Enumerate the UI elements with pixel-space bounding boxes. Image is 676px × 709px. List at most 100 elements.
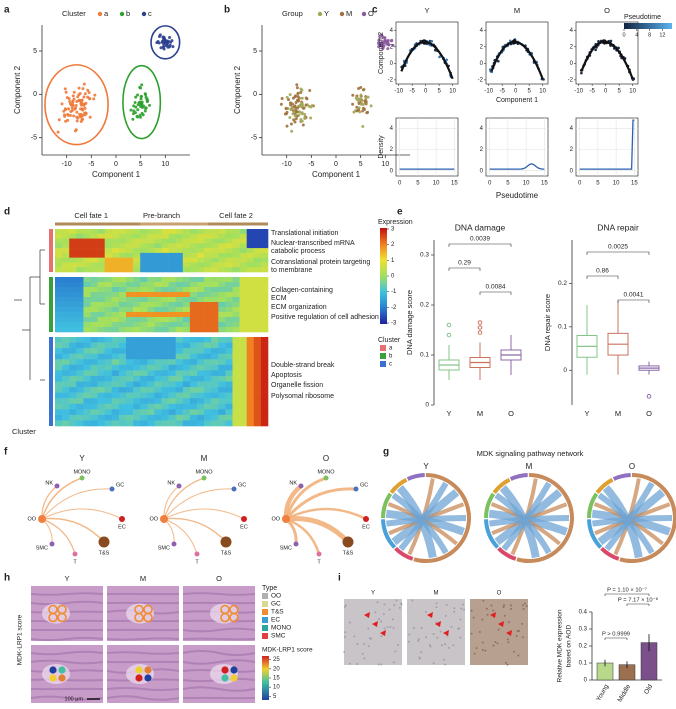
heatmap-cell	[76, 409, 84, 416]
heatmap-cell	[175, 327, 184, 333]
heatmap-cell	[232, 287, 240, 293]
heatmap-cell	[182, 252, 191, 258]
heatmap-cell	[118, 353, 127, 360]
heatmap-cell	[260, 252, 269, 258]
heatmap-cell	[246, 307, 255, 313]
heatmap-cell	[111, 243, 120, 249]
heatmap-cell	[253, 364, 262, 371]
ihc-texture	[494, 640, 497, 643]
heatmap-cell	[182, 233, 191, 239]
node-label: EC	[118, 524, 126, 530]
heatmap-cell	[182, 370, 191, 377]
heatmap-cell	[189, 322, 198, 328]
network-edge	[41, 517, 105, 543]
heatmap-cell	[204, 257, 212, 263]
heatmap-cell	[126, 243, 134, 249]
cell-point	[147, 103, 151, 107]
heatmap-cell	[133, 312, 141, 318]
arrow	[364, 612, 370, 618]
heatmap-cell	[133, 392, 141, 399]
heatmap-cell	[197, 359, 205, 366]
heatmap-cell	[239, 229, 247, 235]
y-tick-label: 2	[480, 44, 484, 50]
density-line	[579, 119, 635, 170]
go-term: Organelle fission	[271, 382, 323, 389]
cell-point	[67, 97, 71, 101]
ihc-texture	[420, 626, 423, 629]
heatmap-cell	[90, 302, 98, 308]
cell-point	[351, 93, 355, 97]
heatmap-cell	[69, 420, 77, 427]
heatmap-cell	[133, 337, 141, 343]
node-label: T	[73, 559, 77, 565]
heatmap-cell	[182, 353, 191, 360]
y-tick-label: -5	[31, 135, 37, 142]
heatmap-cell	[175, 243, 184, 249]
heatmap-cell	[225, 359, 233, 366]
heatmap-cell	[260, 342, 269, 349]
heatmap-cell	[83, 252, 91, 258]
heatmap-cell	[97, 337, 105, 343]
heatmap-cell	[197, 297, 205, 303]
cell-point	[86, 88, 90, 92]
heatmap-cell	[189, 381, 198, 388]
heatmap-cell	[133, 370, 141, 377]
heatmap-cell	[62, 292, 70, 298]
heatmap-cell	[154, 353, 162, 360]
heatmap-cell	[204, 248, 212, 254]
heatmap-cell	[76, 392, 84, 399]
heatmap-cell	[232, 277, 240, 283]
heatmap-cell	[147, 342, 155, 349]
heatmap-cell	[104, 229, 113, 235]
heatmap-cell	[55, 348, 63, 354]
cell-point	[294, 100, 298, 104]
node-label: T&S	[99, 550, 110, 556]
cell-point	[293, 95, 297, 99]
group-title: M	[434, 591, 439, 597]
cell-point	[76, 95, 80, 99]
heatmap-cell	[189, 364, 198, 371]
plot-frame	[485, 21, 549, 85]
heatmap-cell	[260, 409, 269, 416]
cell-point	[369, 104, 373, 108]
spot	[229, 612, 239, 623]
heatmap-cell	[197, 302, 205, 308]
node-label: GC	[116, 482, 124, 488]
heatmap-cell	[204, 387, 212, 393]
group-title: O	[497, 591, 502, 597]
heatmap-cell	[133, 348, 141, 354]
heatmap-cell	[126, 277, 134, 283]
heatmap-cell	[69, 282, 77, 288]
cell-point	[72, 114, 76, 118]
heatmap-cell	[239, 277, 247, 283]
heatmap-cell	[126, 348, 134, 354]
y-tick-label: 0.4	[579, 610, 588, 616]
cell-point	[57, 118, 61, 122]
network-node	[79, 475, 85, 481]
heatmap-cell	[211, 262, 219, 268]
heatmap-cell	[239, 327, 247, 333]
ihc-texture	[428, 644, 431, 647]
ihc-texture	[376, 601, 379, 604]
panel-title: MDK signaling pathway network	[477, 449, 584, 458]
y-tick-label: 0	[390, 168, 394, 174]
panel-letter: i	[338, 573, 341, 584]
heatmap-cell	[97, 292, 105, 298]
heatmap-cell	[126, 257, 134, 263]
heatmap-cell	[246, 381, 255, 388]
colorbar-tick-label: 10	[273, 685, 280, 691]
ihc-texture	[521, 622, 524, 625]
trajectory	[580, 40, 634, 80]
cell-point	[357, 108, 361, 112]
heatmap-cell	[90, 359, 98, 366]
heatmap-cell	[175, 381, 184, 388]
y-tick-label: 0.2	[579, 644, 588, 650]
heatmap-cell	[161, 312, 169, 318]
network-edge	[163, 508, 245, 520]
heatmap-cell	[197, 398, 205, 405]
heatmap-cell	[161, 257, 169, 263]
x-tick-label: 15	[451, 181, 458, 187]
x-tick-label: 0	[424, 89, 428, 95]
heatmap-cell	[133, 282, 141, 288]
